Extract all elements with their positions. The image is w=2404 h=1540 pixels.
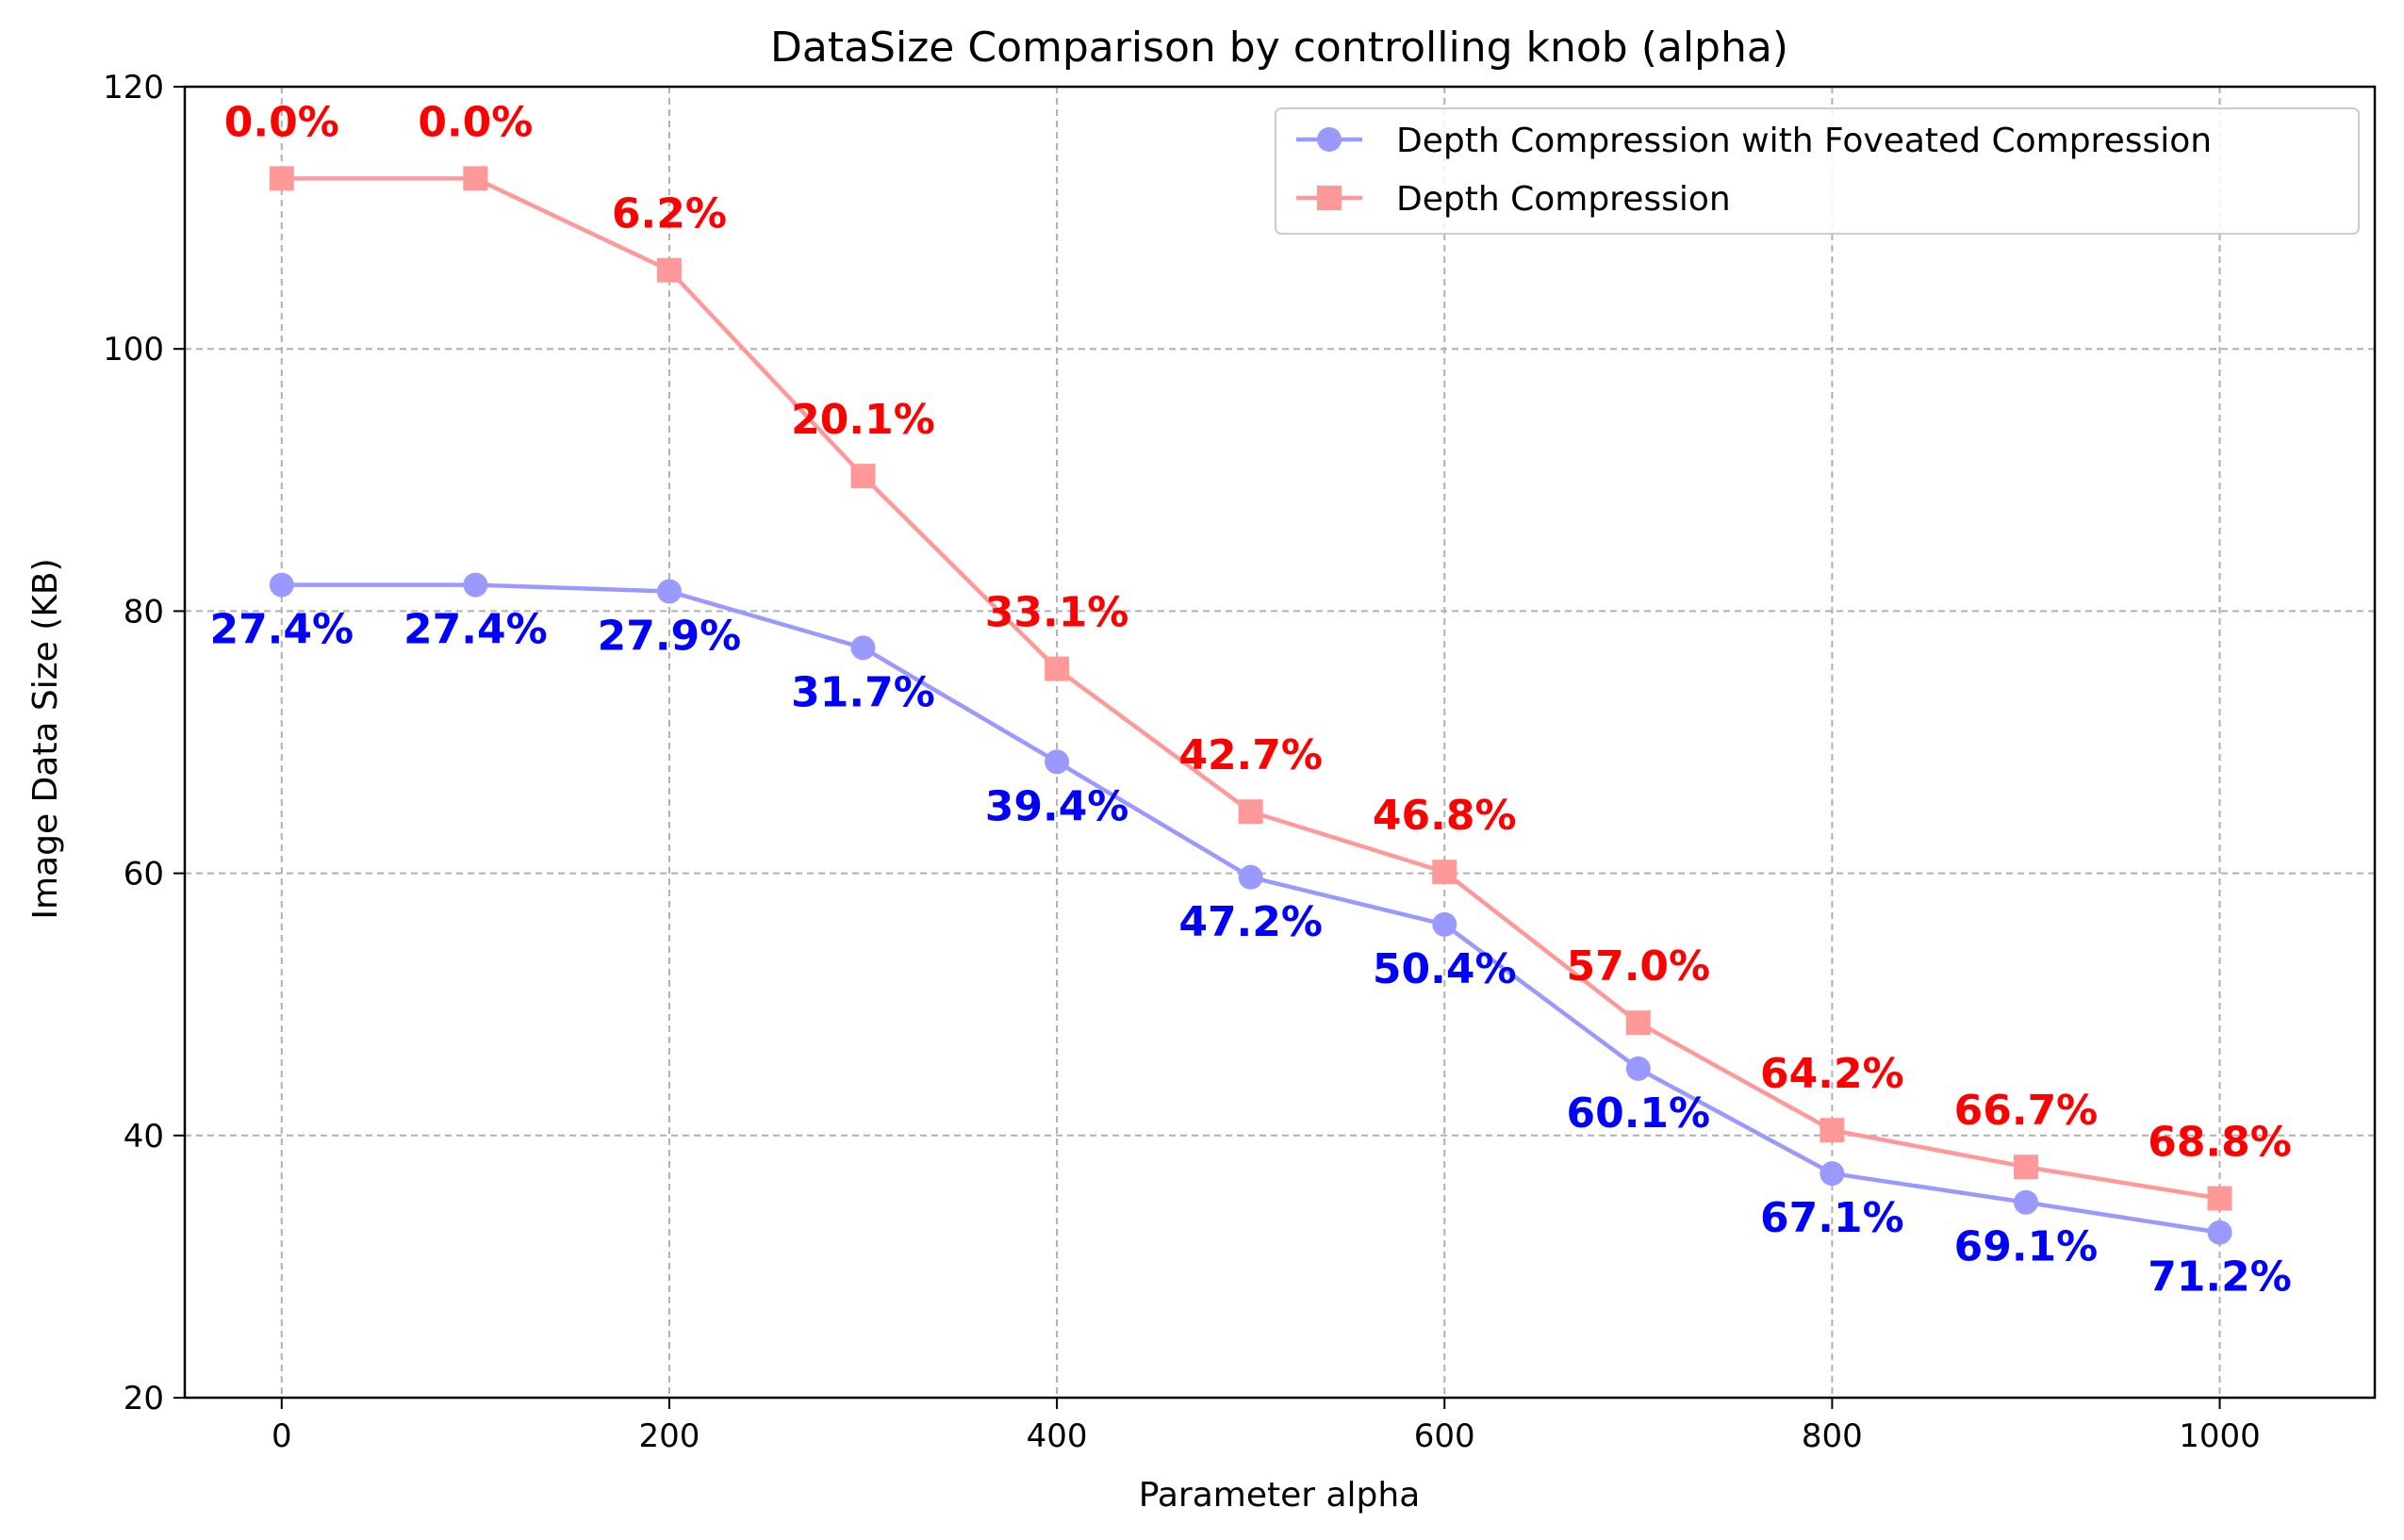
y-tick-label: 20 bbox=[123, 1380, 164, 1417]
legend-box bbox=[1275, 107, 2360, 235]
data-point bbox=[1432, 860, 1457, 885]
data-point bbox=[2207, 1220, 2232, 1245]
data-label: 27.4% bbox=[403, 606, 548, 654]
data-point bbox=[656, 579, 682, 604]
plot-frame bbox=[183, 85, 2377, 1400]
data-label: 66.7% bbox=[1954, 1087, 2099, 1135]
data-label: 39.4% bbox=[985, 782, 1129, 830]
data-point bbox=[1819, 1161, 1845, 1187]
data-point bbox=[850, 635, 876, 661]
data-point bbox=[2207, 1186, 2232, 1211]
data-label: 60.1% bbox=[1566, 1089, 1710, 1138]
y-tick-label: 120 bbox=[103, 69, 164, 106]
data-label: 20.1% bbox=[791, 396, 935, 444]
data-label: 57.0% bbox=[1566, 942, 1710, 991]
data-point bbox=[1045, 749, 1070, 775]
data-point bbox=[656, 257, 682, 283]
legend-marker bbox=[1317, 186, 1342, 210]
x-tick-label: 600 bbox=[1414, 1417, 1475, 1455]
y-tick-label: 40 bbox=[123, 1118, 164, 1155]
data-point bbox=[269, 166, 294, 191]
data-point bbox=[1625, 1056, 1651, 1081]
data-labels: 27.4% 27.4% 27.9% 31.7% 39.4% 47.2% 50.4% 60.1%… bbox=[209, 98, 2291, 1301]
data-label: 27.9% bbox=[598, 613, 742, 661]
data-point bbox=[1238, 864, 1263, 890]
x-tick-label: 1000 bbox=[2179, 1417, 2261, 1455]
axis-ticks: 0 200 400 600 800 1000 20 40 60 80 100 120 bbox=[103, 69, 2261, 1455]
data-label: 0.0% bbox=[418, 98, 533, 146]
data-label: 31.7% bbox=[791, 668, 935, 716]
data-label: 47.2% bbox=[1178, 898, 1323, 946]
data-label: 68.8% bbox=[2148, 1119, 2292, 1167]
data-point bbox=[1819, 1118, 1845, 1143]
data-point bbox=[463, 572, 488, 598]
legend-label: Depth Compression with Foveated Compress… bbox=[1396, 122, 2212, 160]
x-tick-label: 200 bbox=[638, 1417, 700, 1455]
data-label: 67.1% bbox=[1760, 1194, 1904, 1242]
legend-marker bbox=[1317, 127, 1342, 152]
y-tick-label: 100 bbox=[103, 331, 164, 369]
x-axis-label: Parameter alpha bbox=[1139, 1476, 1421, 1515]
y-tick-label: 60 bbox=[123, 856, 164, 893]
data-label: 64.2% bbox=[1760, 1050, 1904, 1098]
data-label: 46.8% bbox=[1373, 792, 1517, 840]
data-label: 6.2% bbox=[612, 190, 727, 238]
y-axis-label: Image Data Size (KB) bbox=[26, 558, 65, 919]
x-tick-label: 0 bbox=[272, 1417, 292, 1455]
legend: Depth Compression with Foveated Compress… bbox=[1275, 107, 2360, 235]
data-point bbox=[2013, 1189, 2038, 1215]
data-point bbox=[269, 572, 294, 598]
x-tick-label: 800 bbox=[1802, 1417, 1863, 1455]
data-point bbox=[850, 464, 876, 489]
x-tick-label: 400 bbox=[1027, 1417, 1088, 1455]
data-point bbox=[1432, 911, 1457, 937]
data-label: 69.1% bbox=[1954, 1223, 2099, 1271]
data-label: 0.0% bbox=[224, 98, 339, 146]
data-label: 71.2% bbox=[2148, 1253, 2292, 1302]
data-point bbox=[1625, 1010, 1651, 1036]
series-group bbox=[269, 166, 2232, 1245]
y-tick-label: 80 bbox=[123, 593, 164, 631]
data-label: 33.1% bbox=[985, 589, 1129, 637]
data-point bbox=[1238, 799, 1263, 825]
data-point bbox=[1045, 656, 1070, 681]
data-label: 27.4% bbox=[209, 606, 354, 654]
data-point bbox=[463, 166, 488, 191]
legend-label: Depth Compression bbox=[1396, 180, 1731, 219]
series-line bbox=[281, 176, 2220, 1201]
data-point bbox=[2013, 1155, 2038, 1180]
data-label: 42.7% bbox=[1178, 731, 1323, 779]
data-label: 50.4% bbox=[1373, 945, 1517, 993]
chart-title: DataSize Comparison by controlling knob … bbox=[770, 24, 1788, 72]
